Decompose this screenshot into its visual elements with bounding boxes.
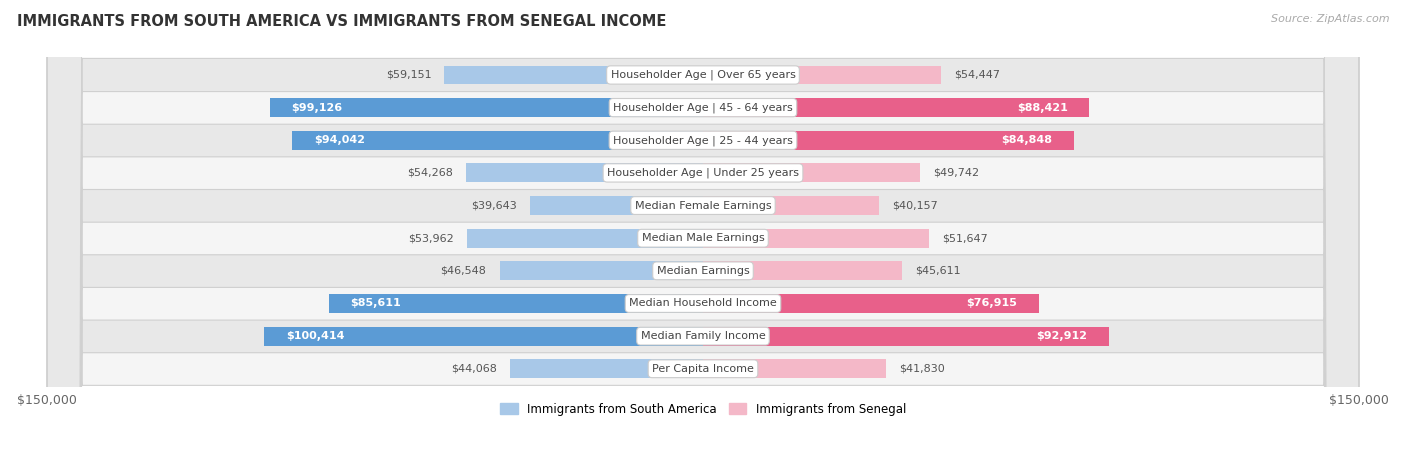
Bar [465, 163, 703, 183]
FancyBboxPatch shape [48, 0, 1358, 467]
Bar [270, 98, 703, 117]
Bar [703, 65, 941, 85]
Bar [703, 196, 879, 215]
Text: $44,068: $44,068 [451, 364, 498, 374]
Bar [703, 229, 929, 248]
Text: $59,151: $59,151 [385, 70, 432, 80]
Text: $92,912: $92,912 [1036, 331, 1087, 341]
Text: $51,647: $51,647 [942, 233, 987, 243]
FancyBboxPatch shape [48, 0, 1358, 467]
Text: Median Female Earnings: Median Female Earnings [634, 200, 772, 211]
Bar [703, 163, 921, 183]
Text: IMMIGRANTS FROM SOUTH AMERICA VS IMMIGRANTS FROM SENEGAL INCOME: IMMIGRANTS FROM SOUTH AMERICA VS IMMIGRA… [17, 14, 666, 29]
Text: $54,268: $54,268 [406, 168, 453, 178]
Text: $46,548: $46,548 [440, 266, 486, 276]
FancyBboxPatch shape [48, 0, 1358, 467]
Bar [703, 98, 1090, 117]
Text: $40,157: $40,157 [891, 200, 938, 211]
FancyBboxPatch shape [48, 0, 1358, 467]
Text: $94,042: $94,042 [314, 135, 364, 145]
Text: Median Family Income: Median Family Income [641, 331, 765, 341]
Bar [703, 359, 886, 378]
Bar [467, 229, 703, 248]
Bar [703, 294, 1039, 313]
Text: $76,915: $76,915 [966, 298, 1018, 309]
Bar [264, 327, 703, 346]
Bar [703, 262, 903, 280]
Text: Median Male Earnings: Median Male Earnings [641, 233, 765, 243]
Text: $49,742: $49,742 [934, 168, 980, 178]
Text: $53,962: $53,962 [408, 233, 454, 243]
Text: Householder Age | 45 - 64 years: Householder Age | 45 - 64 years [613, 102, 793, 113]
Text: $54,447: $54,447 [955, 70, 1000, 80]
FancyBboxPatch shape [48, 0, 1358, 467]
Text: $100,414: $100,414 [285, 331, 344, 341]
Text: $85,611: $85,611 [350, 298, 401, 309]
Text: Householder Age | Under 25 years: Householder Age | Under 25 years [607, 168, 799, 178]
Text: $41,830: $41,830 [898, 364, 945, 374]
Text: $39,643: $39,643 [471, 200, 516, 211]
Text: Householder Age | Over 65 years: Householder Age | Over 65 years [610, 70, 796, 80]
Text: $84,848: $84,848 [1001, 135, 1052, 145]
Text: Per Capita Income: Per Capita Income [652, 364, 754, 374]
Bar [703, 131, 1074, 150]
Text: Householder Age | 25 - 44 years: Householder Age | 25 - 44 years [613, 135, 793, 146]
Bar [292, 131, 703, 150]
Bar [703, 327, 1109, 346]
Legend: Immigrants from South America, Immigrants from Senegal: Immigrants from South America, Immigrant… [495, 398, 911, 420]
Text: $88,421: $88,421 [1017, 103, 1067, 113]
Text: $45,611: $45,611 [915, 266, 962, 276]
FancyBboxPatch shape [48, 0, 1358, 467]
Bar [329, 294, 703, 313]
Text: Source: ZipAtlas.com: Source: ZipAtlas.com [1271, 14, 1389, 24]
FancyBboxPatch shape [48, 0, 1358, 467]
Bar [499, 262, 703, 280]
FancyBboxPatch shape [48, 0, 1358, 467]
Bar [510, 359, 703, 378]
Bar [530, 196, 703, 215]
Text: Median Earnings: Median Earnings [657, 266, 749, 276]
Text: Median Household Income: Median Household Income [628, 298, 778, 309]
Text: $99,126: $99,126 [291, 103, 343, 113]
FancyBboxPatch shape [48, 0, 1358, 467]
Bar [444, 65, 703, 85]
FancyBboxPatch shape [48, 0, 1358, 467]
